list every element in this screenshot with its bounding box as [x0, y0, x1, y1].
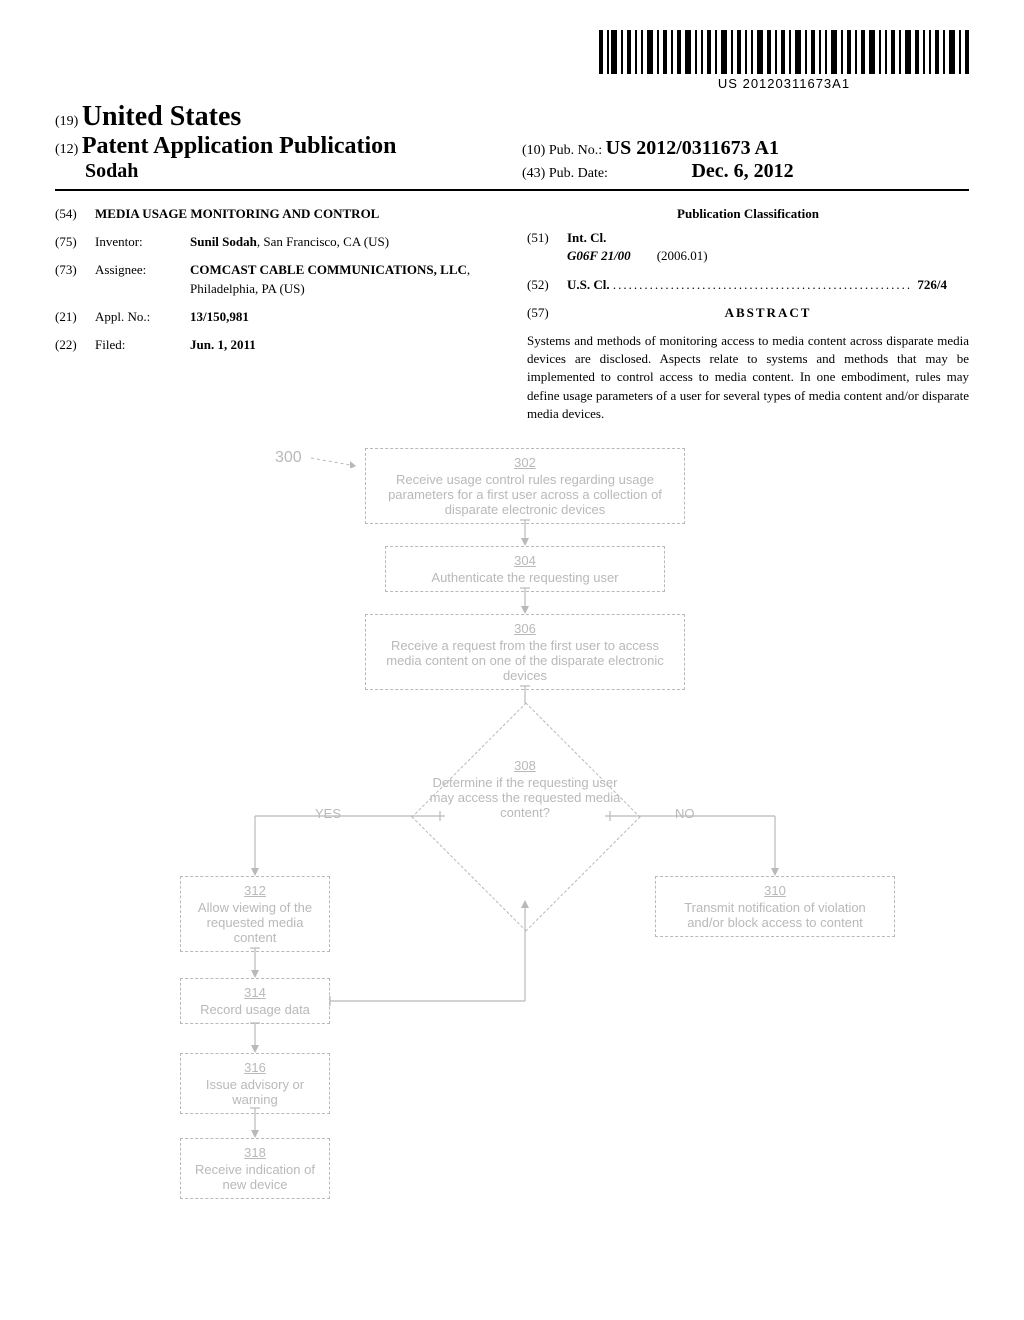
- inventor-name: Sunil Sodah: [190, 234, 257, 249]
- box-316-text: Issue advisory or warning: [206, 1077, 304, 1107]
- diamond-308-text: 308 Determine if the requesting user may…: [425, 758, 625, 820]
- biblio-columns: (54) MEDIA USAGE MONITORING AND CONTROL …: [55, 205, 969, 423]
- right-column: Publication Classification (51) Int. Cl.…: [527, 205, 969, 423]
- box-302-num: 302: [374, 455, 676, 470]
- assignee-name: COMCAST CABLE COMMUNICATIONS, LLC: [190, 262, 467, 277]
- pub-code: (12): [55, 142, 78, 157]
- pubdate-label: Pub. Date:: [549, 166, 608, 181]
- box-316-num: 316: [189, 1060, 321, 1075]
- uscl-dots: ........................................…: [613, 277, 918, 292]
- intcl-year: (2006.01): [657, 248, 708, 263]
- patent-page: US 20120311673A1 (19) United States (12)…: [0, 0, 1024, 1278]
- appl-value: 13/150,981: [190, 308, 497, 326]
- pubno-label: Pub. No.:: [549, 143, 602, 158]
- uscl-code: (52): [527, 276, 567, 294]
- classification-title: Publication Classification: [527, 205, 969, 223]
- pubno-value: US 2012/0311673 A1: [606, 137, 779, 159]
- left-column: (54) MEDIA USAGE MONITORING AND CONTROL …: [55, 205, 497, 423]
- uscl-label: U.S. Cl.: [567, 277, 610, 292]
- box-302: 302 Receive usage control rules regardin…: [365, 448, 685, 524]
- country-code: (19): [55, 114, 78, 129]
- barcode: US 20120311673A1: [599, 30, 969, 91]
- title-code: (54): [55, 205, 95, 223]
- appl-label: Appl. No.:: [95, 308, 190, 326]
- intcl-code: (51): [527, 229, 567, 265]
- filed-code: (22): [55, 336, 95, 354]
- box-312: 312 Allow viewing of the requested media…: [180, 876, 330, 952]
- filed-label: Filed:: [95, 336, 190, 354]
- header-left: (19) United States (12) Patent Applicati…: [55, 101, 502, 183]
- pub-label: Patent Application Publication: [82, 133, 397, 159]
- box-304-text: Authenticate the requesting user: [431, 570, 618, 585]
- assignee-value: COMCAST CABLE COMMUNICATIONS, LLC, Phila…: [190, 261, 497, 297]
- flowchart: 300 302 Receive usage control rules rega…: [55, 448, 969, 1248]
- invention-title: MEDIA USAGE MONITORING AND CONTROL: [95, 205, 497, 223]
- diamond-308-num: 308: [425, 758, 625, 773]
- ref-300: 300: [275, 448, 366, 468]
- country: United States: [82, 101, 241, 132]
- barcode-area: US 20120311673A1: [55, 30, 969, 93]
- pubno-code: (10): [522, 143, 545, 158]
- header-row: (19) United States (12) Patent Applicati…: [55, 101, 969, 191]
- assignee-label: Assignee:: [95, 261, 190, 297]
- inventor-rest: , San Francisco, CA (US): [257, 234, 389, 249]
- box-318-num: 318: [189, 1145, 321, 1160]
- box-314-num: 314: [189, 985, 321, 1000]
- box-312-num: 312: [189, 883, 321, 898]
- appl-code: (21): [55, 308, 95, 326]
- box-310: 310 Transmit notification of violation a…: [655, 876, 895, 937]
- box-304-num: 304: [394, 553, 656, 568]
- abstract-text: Systems and methods of monitoring access…: [527, 332, 969, 423]
- box-314-text: Record usage data: [200, 1002, 310, 1017]
- box-302-text: Receive usage control rules regarding us…: [388, 472, 662, 517]
- pubdate-value: Dec. 6, 2012: [691, 160, 793, 182]
- ref-300-text: 300: [275, 449, 302, 466]
- intcl-label: Int. Cl.: [567, 230, 606, 245]
- abstract-code: (57): [527, 304, 567, 322]
- pubdate-code: (43): [522, 166, 545, 181]
- intcl-block: Int. Cl. G06F 21/00 (2006.01): [567, 229, 969, 265]
- header-right: (10) Pub. No.: US 2012/0311673 A1 (43) P…: [502, 137, 969, 183]
- abstract-label: ABSTRACT: [567, 304, 969, 322]
- assignee-code: (73): [55, 261, 95, 297]
- box-318: 318 Receive indication of new device: [180, 1138, 330, 1199]
- inventor-label: Inventor:: [95, 233, 190, 251]
- box-312-text: Allow viewing of the requested media con…: [198, 900, 312, 945]
- box-306: 306 Receive a request from the first use…: [365, 614, 685, 690]
- box-310-num: 310: [664, 883, 886, 898]
- inventor-value: Sunil Sodah, San Francisco, CA (US): [190, 233, 497, 251]
- intcl-class: G06F 21/00: [567, 248, 631, 263]
- barcode-text: US 20120311673A1: [599, 76, 969, 91]
- box-318-text: Receive indication of new device: [195, 1162, 315, 1192]
- diamond-308-body: Determine if the requesting user may acc…: [430, 775, 621, 820]
- uscl-block: U.S. Cl. ...............................…: [567, 276, 969, 294]
- inventor-code: (75): [55, 233, 95, 251]
- box-314: 314 Record usage data: [180, 978, 330, 1024]
- box-310-text: Transmit notification of violation and/o…: [684, 900, 866, 930]
- uscl-value: 726/4: [917, 277, 947, 292]
- barcode-svg: [599, 30, 969, 74]
- box-306-text: Receive a request from the first user to…: [386, 638, 664, 683]
- box-304: 304 Authenticate the requesting user: [385, 546, 665, 592]
- box-306-num: 306: [374, 621, 676, 636]
- filed-value: Jun. 1, 2011: [190, 336, 497, 354]
- author: Sodah: [55, 160, 502, 183]
- box-316: 316 Issue advisory or warning: [180, 1053, 330, 1114]
